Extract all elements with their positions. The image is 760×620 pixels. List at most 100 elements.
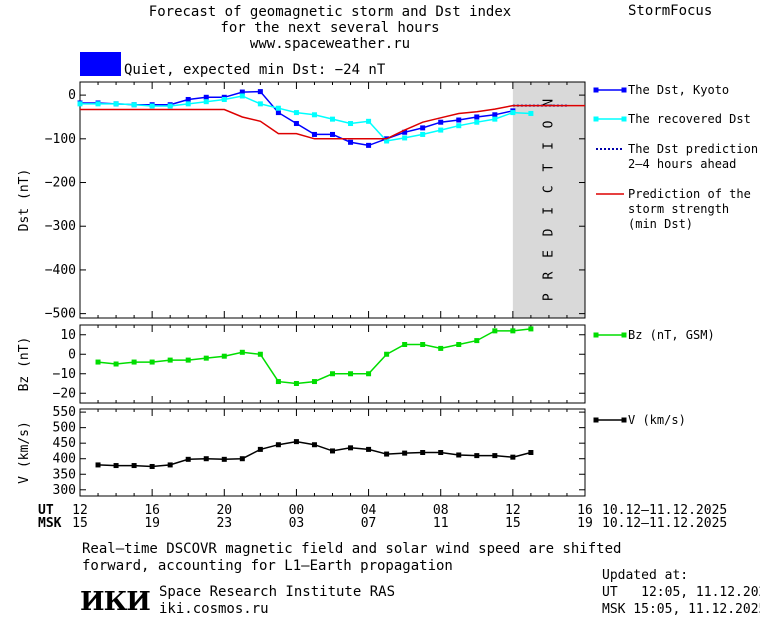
data-point-the-dst-kyoto	[366, 142, 372, 148]
prediction-band-letter: R	[541, 272, 556, 280]
data-point-the-dst-kyoto	[402, 129, 408, 135]
v-ytick-label: 400	[53, 452, 76, 467]
data-point-v-km-s	[293, 439, 299, 445]
data-point-bz-nt-gsm	[131, 359, 137, 365]
data-point-the-recovered-dst	[510, 110, 516, 116]
data-point-the-dst-kyoto	[438, 119, 444, 125]
legend-dst-kyoto-swatch-marker	[621, 87, 627, 93]
footer-note-line-1: Real–time DSCOVR magnetic field and sola…	[82, 541, 622, 557]
v-ytick-label: 450	[53, 436, 76, 451]
ut-tick-label: 08	[433, 503, 449, 518]
updated-ut: UT 12:05, 11.12.2025	[602, 585, 760, 600]
data-point-bz-nt-gsm	[510, 328, 516, 334]
data-point-v-km-s	[330, 448, 335, 454]
data-point-the-recovered-dst	[330, 116, 335, 122]
data-point-bz-nt-gsm	[149, 359, 155, 365]
prediction-band-letter: N	[541, 99, 556, 107]
data-point-the-recovered-dst	[528, 110, 534, 116]
legend-dst-prediction-1: The Dst prediction	[628, 142, 759, 156]
data-point-bz-nt-gsm	[311, 379, 317, 385]
data-point-v-km-s	[348, 445, 354, 451]
prediction-band	[512, 82, 585, 318]
data-point-the-recovered-dst	[257, 101, 263, 107]
data-point-the-recovered-dst	[456, 123, 462, 129]
ut-date-range: 10.12–11.12.2025	[602, 503, 728, 518]
msk-tick-label: 15	[72, 516, 88, 531]
data-point-the-recovered-dst	[149, 103, 155, 109]
prediction-band-letter: P	[541, 293, 556, 301]
legend-bz-swatch-marker	[593, 332, 599, 338]
data-point-v-km-s	[311, 442, 317, 448]
bz-ytick-label: 0	[68, 347, 76, 362]
data-point-the-recovered-dst	[438, 127, 444, 133]
data-point-bz-nt-gsm	[95, 359, 101, 365]
institute-name: Space Research Institute RAS	[159, 584, 396, 600]
chart-title-url[interactable]: www.spaceweather.ru	[249, 36, 411, 52]
data-point-bz-nt-gsm	[330, 371, 335, 377]
bz-ytick-label: −10	[53, 367, 76, 382]
data-point-the-recovered-dst	[366, 118, 372, 124]
data-point-v-km-s	[474, 453, 480, 459]
data-point-the-dst-kyoto	[185, 96, 191, 102]
data-point-the-dst-kyoto	[293, 121, 299, 127]
legend-v-swatch-marker	[593, 417, 599, 423]
data-point-the-recovered-dst	[203, 99, 209, 105]
data-point-v-km-s	[510, 454, 516, 460]
data-point-v-km-s	[239, 456, 245, 462]
data-point-bz-nt-gsm	[239, 349, 245, 355]
data-point-bz-nt-gsm	[384, 351, 390, 357]
data-point-the-recovered-dst	[95, 101, 101, 107]
data-point-v-km-s	[420, 450, 426, 455]
data-point-the-recovered-dst	[77, 101, 83, 107]
legend-dst-kyoto: The Dst, Kyoto	[628, 83, 730, 97]
legend-storm-1: Prediction of the	[628, 187, 751, 201]
data-point-bz-nt-gsm	[474, 338, 480, 344]
legend-dst-kyoto-swatch-marker	[593, 87, 599, 93]
prediction-band-letter: I	[541, 142, 556, 150]
data-point-bz-nt-gsm	[402, 342, 408, 347]
v-ylabel: V (km/s)	[17, 421, 32, 484]
data-point-the-dst-kyoto	[275, 110, 281, 116]
data-point-v-km-s	[149, 463, 155, 469]
data-point-v-km-s	[456, 452, 462, 458]
data-point-bz-nt-gsm	[203, 355, 209, 361]
data-point-the-recovered-dst	[167, 103, 173, 109]
data-point-bz-nt-gsm	[185, 357, 191, 363]
data-point-the-dst-kyoto	[420, 125, 426, 131]
prediction-band-letter: D	[541, 228, 556, 236]
legend-storm-2: storm strength	[628, 202, 730, 216]
data-point-the-recovered-dst	[221, 96, 227, 102]
legend-dst-recovered-swatch-marker	[593, 116, 599, 122]
data-point-v-km-s	[402, 450, 408, 456]
legend-v-swatch-marker	[621, 417, 627, 423]
data-point-the-dst-kyoto	[203, 94, 209, 100]
data-point-the-dst-kyoto	[311, 131, 317, 137]
updated-label: Updated at:	[602, 568, 689, 583]
data-point-v-km-s	[185, 456, 191, 462]
iki-logo: ИКИ	[80, 587, 151, 617]
v-ytick-label: 350	[53, 467, 76, 482]
ut-tick-label: 16	[144, 503, 160, 518]
data-point-v-km-s	[113, 463, 119, 469]
dst-ylabel: Dst (nT)	[17, 169, 32, 232]
data-point-the-recovered-dst	[293, 110, 299, 116]
data-point-v-km-s	[203, 456, 209, 462]
data-point-the-dst-kyoto	[492, 112, 498, 118]
data-point-the-recovered-dst	[239, 93, 245, 99]
data-point-v-km-s	[131, 463, 137, 469]
status-label: Quiet, expected min Dst: −24 nT	[124, 62, 386, 78]
dst-ytick-label: −300	[45, 219, 76, 234]
data-point-bz-nt-gsm	[293, 381, 299, 386]
data-point-the-recovered-dst	[384, 138, 390, 144]
institute-site[interactable]: iki.cosmos.ru	[159, 601, 269, 617]
data-point-v-km-s	[438, 450, 444, 455]
legend-storm-3: (min Dst)	[628, 217, 694, 231]
bz-ytick-label: 10	[60, 328, 76, 343]
data-point-bz-nt-gsm	[348, 371, 354, 377]
data-point-the-recovered-dst	[492, 116, 498, 122]
legend-dst-recovered-swatch-marker	[621, 116, 627, 122]
prediction-band-letter: E	[541, 250, 556, 258]
data-point-bz-nt-gsm	[420, 342, 426, 347]
msk-tick-label: 23	[216, 516, 232, 531]
data-point-the-dst-kyoto	[474, 114, 480, 120]
